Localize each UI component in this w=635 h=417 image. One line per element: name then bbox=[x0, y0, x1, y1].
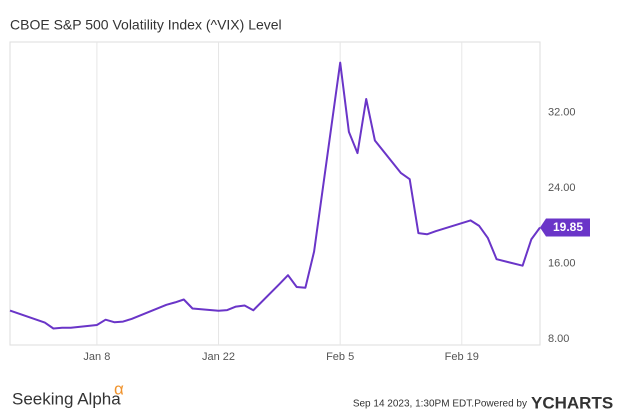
line bbox=[9, 61, 541, 330]
x-tick-label: Jan 22 bbox=[202, 351, 235, 363]
last-value-box bbox=[540, 218, 590, 237]
y-tick-label: 16.00 bbox=[548, 258, 576, 270]
x-tick-label: Jan 8 bbox=[83, 351, 110, 363]
brand-mark: α bbox=[114, 379, 124, 398]
powered-by: Powered by bbox=[474, 399, 527, 410]
x-tick-label: Feb 19 bbox=[445, 351, 479, 363]
y-tick-label: 8.00 bbox=[548, 333, 569, 345]
timestamp: Sep 14 2023, 1:30PM EDT. bbox=[353, 399, 474, 410]
y-tick-label: 24.00 bbox=[548, 182, 576, 194]
brand: Seeking Alpha bbox=[12, 389, 121, 408]
last-value-label: 19.85 bbox=[553, 220, 583, 234]
x-tick-label: Feb 5 bbox=[326, 351, 354, 363]
plot-frame bbox=[9, 41, 541, 346]
y-tick-label: 32.00 bbox=[548, 107, 576, 119]
chart-title: CBOE S&P 500 Volatility Index (^VIX) Lev… bbox=[10, 17, 282, 33]
provider: YCHARTS bbox=[531, 393, 613, 412]
